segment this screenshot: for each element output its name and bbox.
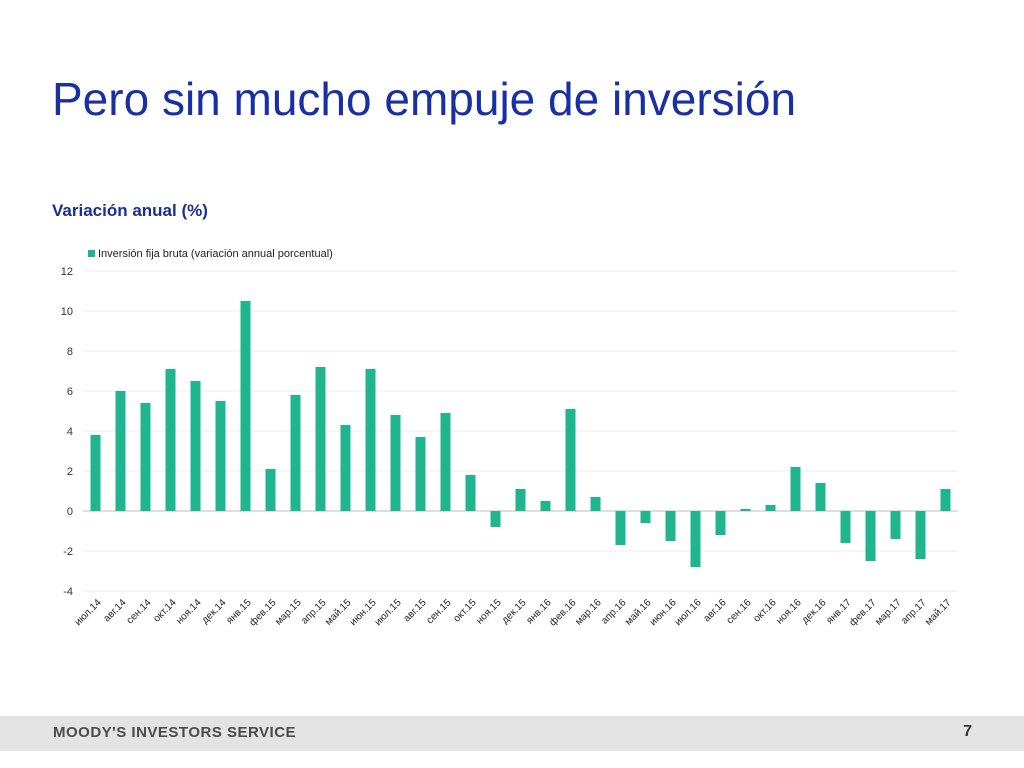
page-number: 7 xyxy=(963,723,972,740)
bar xyxy=(615,511,626,545)
bar xyxy=(215,401,226,511)
x-tick-label: сен.14 xyxy=(125,597,154,626)
bar xyxy=(190,381,201,511)
bar xyxy=(865,511,876,561)
bar xyxy=(890,511,901,539)
bar xyxy=(690,511,701,567)
bar xyxy=(315,367,326,511)
x-tick-label: ноя.16 xyxy=(774,597,804,627)
x-tick-label: июл.16 xyxy=(673,597,704,628)
bar xyxy=(790,467,801,511)
x-tick-label: июн.15 xyxy=(348,597,379,628)
y-tick-label: -4 xyxy=(63,586,73,598)
slide-title: Pero sin mucho empuje de inversión xyxy=(52,73,797,125)
x-tick-label: сен.15 xyxy=(425,597,454,626)
y-tick-label: 8 xyxy=(67,346,73,358)
bar xyxy=(640,511,651,523)
x-tick-label: июн.16 xyxy=(648,597,679,628)
bar xyxy=(815,483,826,511)
bar xyxy=(340,425,351,511)
y-tick-label: 10 xyxy=(61,306,73,318)
x-tick-label: мар.17 xyxy=(873,597,904,628)
bar xyxy=(365,369,376,511)
x-tick-label: июл.15 xyxy=(373,597,404,628)
bar xyxy=(590,497,601,511)
bar xyxy=(515,489,526,511)
x-tick-label: фев.16 xyxy=(547,596,579,628)
bar xyxy=(290,395,301,511)
x-tick-label: мар.15 xyxy=(273,597,304,628)
x-tick-label: сен.16 xyxy=(725,597,754,626)
bar xyxy=(140,403,151,511)
y-tick-label: 6 xyxy=(67,386,73,398)
bar xyxy=(440,413,451,511)
y-tick-label: 0 xyxy=(67,506,73,518)
bar xyxy=(465,475,476,511)
bar xyxy=(415,437,426,511)
x-tick-label: дек.15 xyxy=(500,597,529,626)
x-tick-label: дек.14 xyxy=(200,597,229,626)
x-tick-label: дек.16 xyxy=(800,597,829,626)
x-tick-label: фев.17 xyxy=(847,596,879,628)
legend-swatch xyxy=(88,250,95,257)
x-tick-label: июл.14 xyxy=(73,597,104,628)
bar xyxy=(915,511,926,559)
x-tick-label: ноя.14 xyxy=(174,597,204,627)
bar xyxy=(540,501,551,511)
y-tick-label: 2 xyxy=(67,466,73,478)
bar xyxy=(765,505,776,511)
y-tick-label: 12 xyxy=(61,266,73,278)
x-tick-label: мар.16 xyxy=(573,597,604,628)
legend-label: Inversión fija bruta (variación annual p… xyxy=(98,248,333,260)
x-tick-label: ноя.15 xyxy=(474,597,504,627)
chart-title: Variación anual (%) xyxy=(52,201,208,220)
bar xyxy=(490,511,501,527)
bar xyxy=(840,511,851,543)
bar xyxy=(115,391,126,511)
bar xyxy=(740,509,751,511)
x-tick-label: авг.16 xyxy=(702,597,729,624)
bar xyxy=(665,511,676,541)
y-tick-label: 4 xyxy=(67,426,73,438)
y-tick-label: -2 xyxy=(63,546,73,558)
footer-bar: MOODY'S INVESTORS SERVICE 7 xyxy=(0,716,1024,751)
bar xyxy=(390,415,401,511)
bar xyxy=(265,469,276,511)
bar xyxy=(940,489,951,511)
bar xyxy=(90,435,101,511)
footer-brand: MOODY'S INVESTORS SERVICE xyxy=(53,724,297,741)
bar-chart: 12 10 8 6 4 2 0 -2 -4 Inversión fija bruta (varia… xyxy=(61,248,958,628)
bar xyxy=(240,301,251,511)
bar xyxy=(165,369,176,511)
bar xyxy=(715,511,726,535)
x-tick-label: авг.15 xyxy=(402,597,429,624)
x-tick-label: фев.15 xyxy=(247,596,279,628)
x-tick-label: авг.14 xyxy=(102,597,129,624)
bar xyxy=(565,409,576,511)
x-tick-label: май.17 xyxy=(923,597,954,628)
